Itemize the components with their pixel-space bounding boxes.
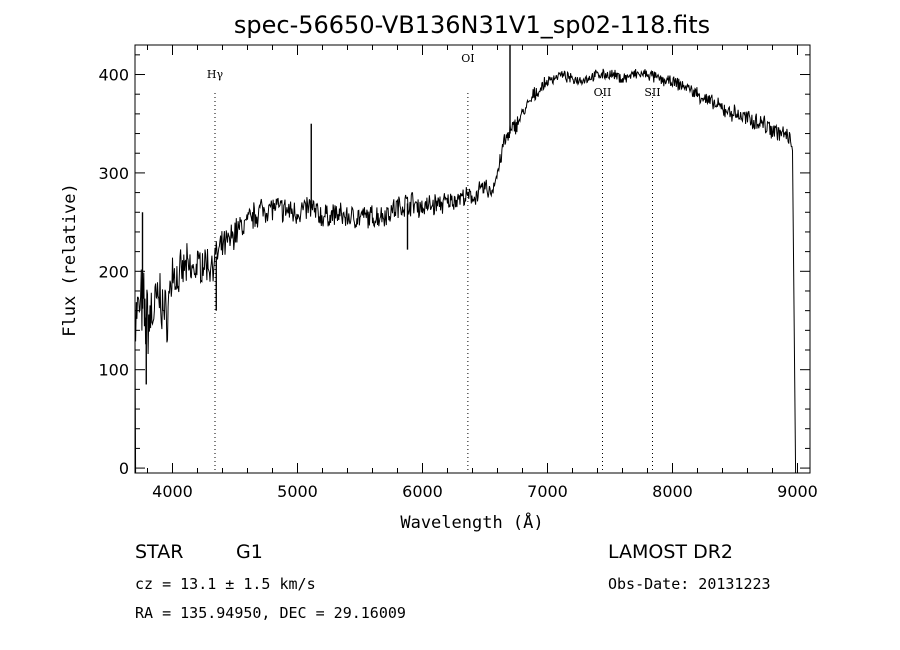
spectral-line-label: OII (594, 86, 612, 99)
x-tick-label: 6000 (402, 482, 443, 501)
spectral-line-label: OI (461, 52, 474, 65)
spectral-line-markers: Hγ OI OII SII (207, 52, 661, 473)
sky-coordinates: RA = 135.94950, DEC = 29.16009 (135, 604, 406, 622)
y-tick-label: 400 (98, 66, 129, 85)
x-tick-label: 7000 (527, 482, 568, 501)
y-axis-label: Flux (relative) (60, 183, 80, 337)
y-tick-label: 100 (98, 361, 129, 380)
observation-date: Obs-Date: 20131223 (608, 575, 771, 593)
survey-name: LAMOST DR2 (608, 541, 733, 563)
object-subclass: G1 (236, 541, 263, 563)
redshift-velocity: cz = 13.1 ± 1.5 km/s (135, 575, 316, 593)
y-axis-ticks: 0 100 200 300 400 (98, 54, 810, 478)
x-axis-label: Wavelength (Å) (400, 511, 543, 533)
x-tick-label: 9000 (777, 482, 818, 501)
y-tick-label: 0 (119, 459, 129, 478)
x-axis-ticks: 4000 5000 6000 7000 8000 9000 (147, 45, 818, 501)
flux-series-line (134, 68, 797, 474)
flux-spikes (141, 45, 511, 385)
spectral-line-label: SII (644, 86, 660, 99)
y-tick-label: 300 (98, 164, 129, 183)
x-tick-label: 8000 (652, 482, 693, 501)
plot-frame (134, 44, 811, 474)
y-tick-label: 200 (98, 262, 129, 281)
chart-title: spec-56650-VB136N31V1_sp02-118.fits (234, 11, 710, 39)
spectral-line-label: Hγ (207, 68, 224, 81)
x-tick-label: 4000 (152, 482, 193, 501)
x-tick-label: 5000 (277, 482, 318, 501)
object-class: STAR (135, 541, 184, 563)
